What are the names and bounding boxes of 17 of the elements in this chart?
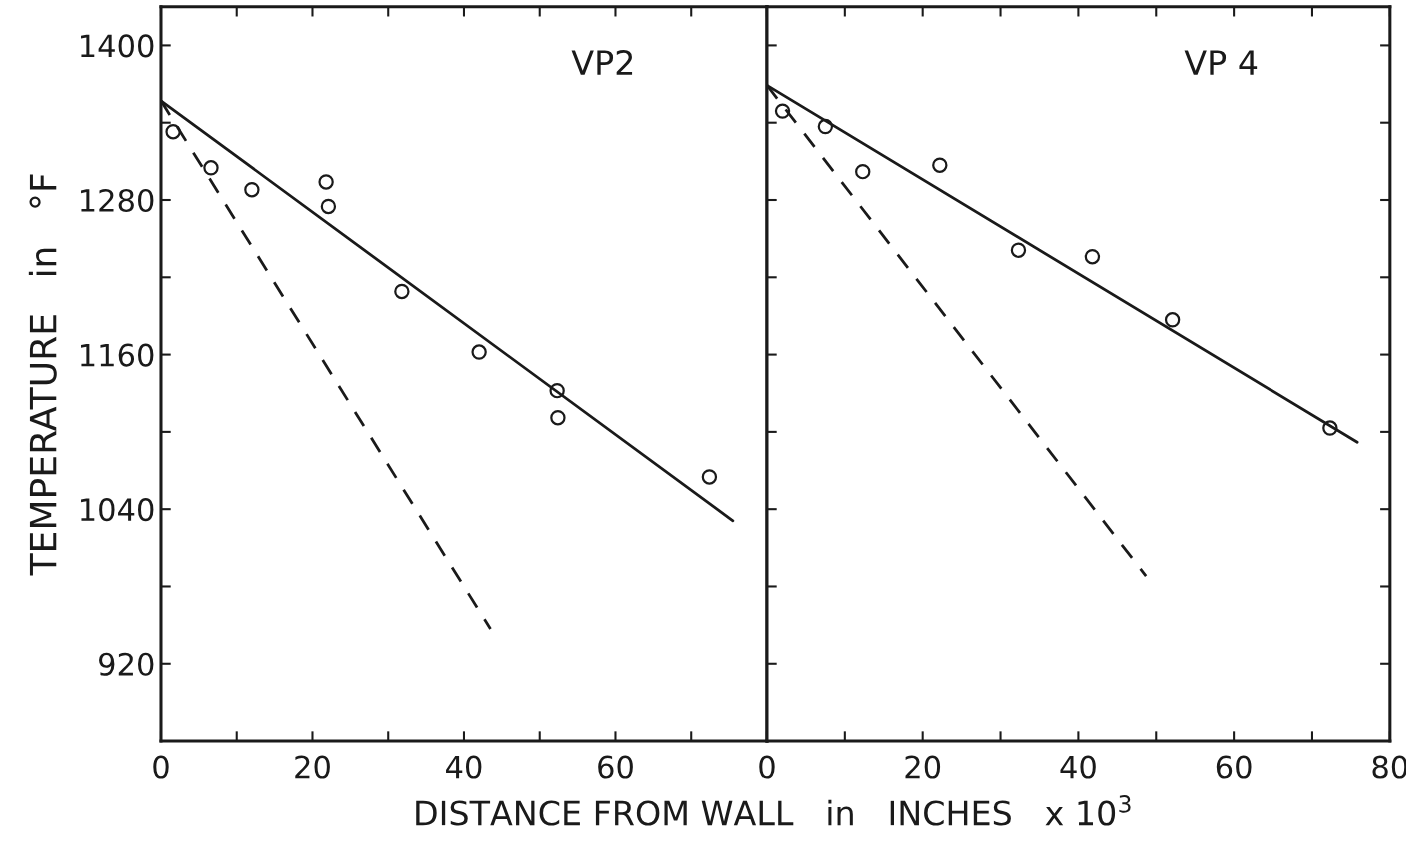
x-tick-label: 40 (446, 755, 482, 779)
y-tick-label: 1280 (81, 188, 154, 213)
x-axis-title: DISTANCE FROM WALL in INCHES x 10$^{3}$ (416, 795, 1131, 826)
x-tick-label: 60 (1216, 755, 1252, 779)
x-tick-label: 0 (759, 755, 775, 779)
text: VP2 (571, 49, 633, 75)
text: VP 4 (1184, 50, 1258, 75)
x-tick-label: 20 (905, 755, 941, 779)
x-tick-label: 60 (598, 755, 633, 779)
x-tick-label: 20 (295, 755, 330, 779)
y-tick-label: 1160 (81, 343, 154, 367)
y-tick-label: 920 (99, 652, 154, 676)
x-tick-label: 40 (1060, 755, 1096, 779)
y-tick-label: 1040 (81, 498, 154, 522)
y-tick-label: 1400 (81, 34, 154, 58)
x-tick-label: 0 (153, 755, 169, 779)
y-axis-title: TEMPERATURE in °F (28, 174, 57, 576)
